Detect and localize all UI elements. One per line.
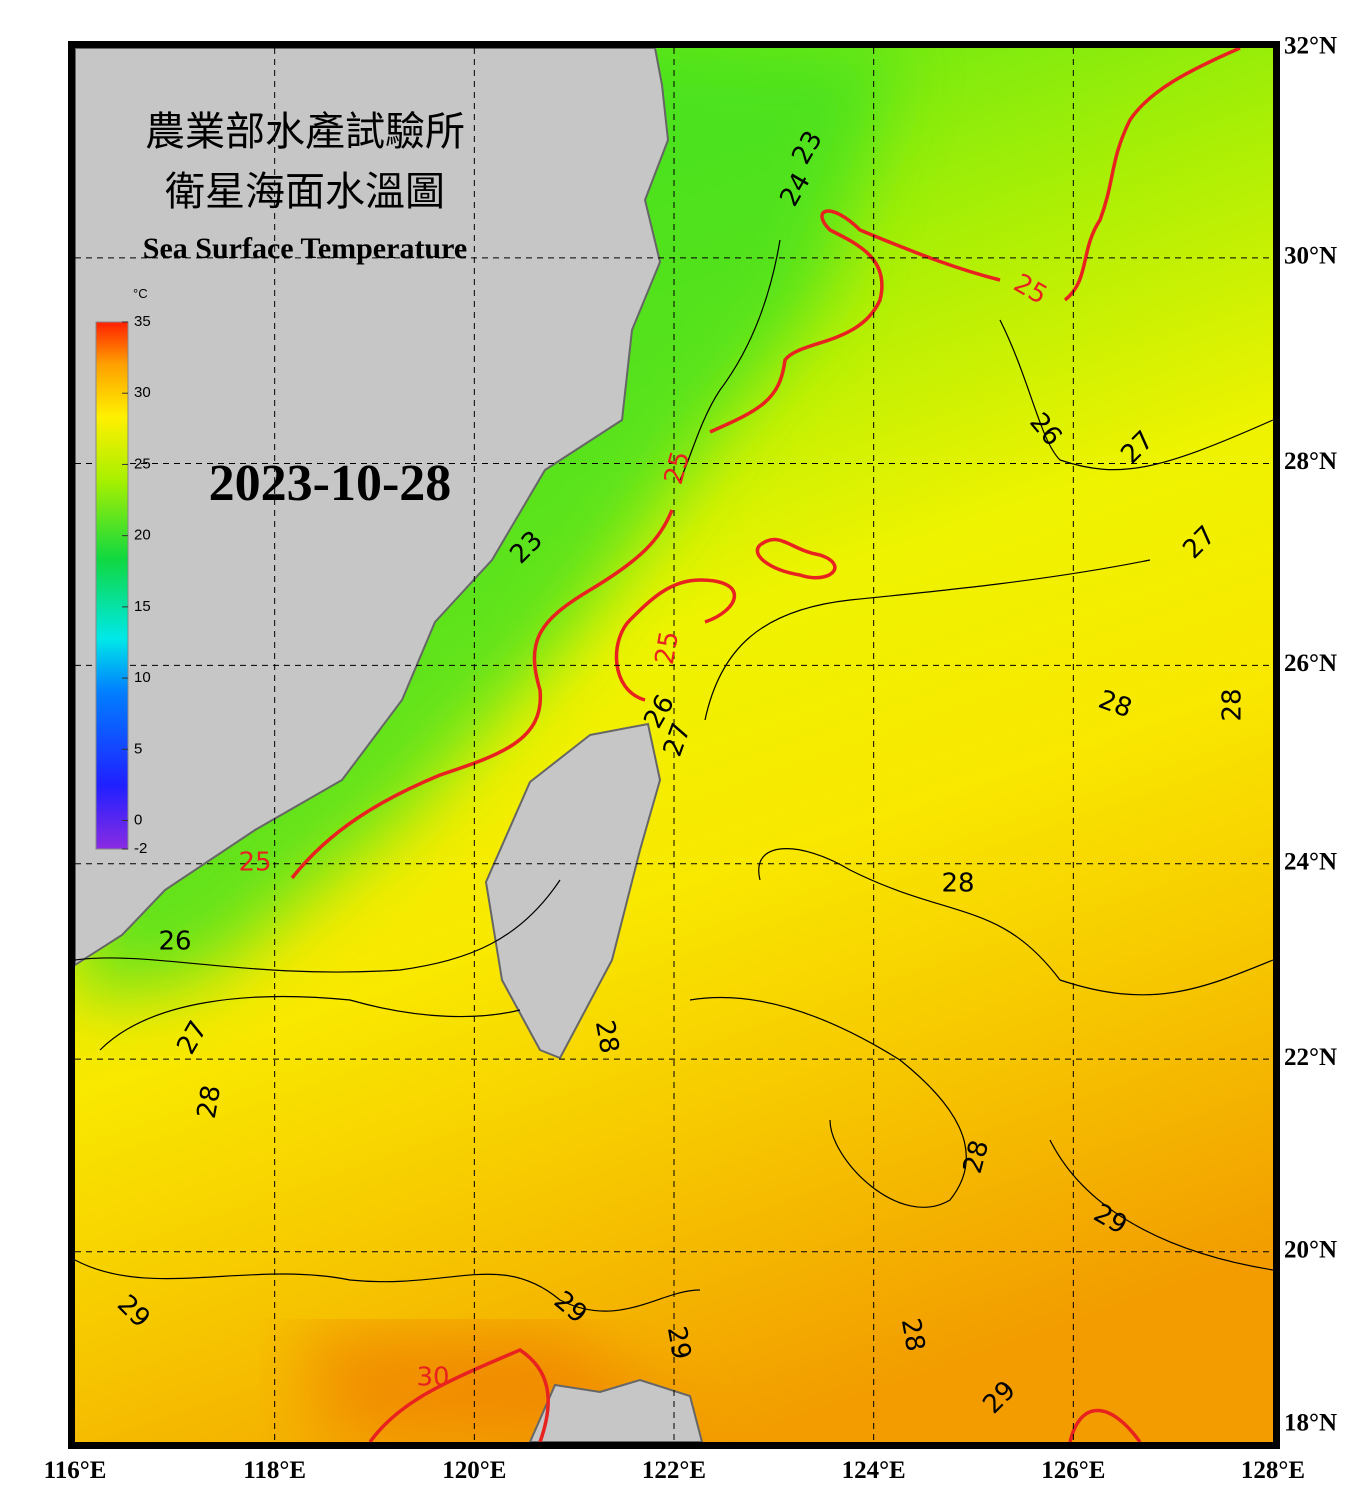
contour-label: 25 [238, 848, 271, 878]
contour-label: 28 [941, 869, 974, 899]
contour-label: 30 [416, 1363, 449, 1393]
date: 2023-10-28 [209, 455, 452, 512]
luzon [528, 1378, 704, 1442]
contour-label: 25 [650, 629, 685, 667]
lon-tick-label: 118°E [243, 1457, 306, 1484]
taiwan [484, 722, 662, 1060]
colorbar-tick-label: 0 [134, 811, 142, 828]
lat-tick-label: 20°N [1284, 1237, 1337, 1264]
colorbar-tick-label: 25 [134, 455, 151, 472]
colorbar [95, 321, 129, 850]
lat-tick-label: 22°N [1284, 1044, 1337, 1071]
colorbar-tick-label: 30 [134, 384, 151, 401]
lat-tick-label: 30°N [1284, 243, 1337, 270]
contour-label: 26 [158, 927, 191, 957]
graticule [75, 48, 1273, 1442]
title-line2: 衛星海面水溫圖 [165, 169, 445, 214]
major-contours [290, 48, 1241, 1442]
lat-tick-label: 24°N [1284, 848, 1337, 875]
lat-tick-label: 28°N [1284, 448, 1337, 475]
contour-label: 29 [661, 1324, 696, 1362]
china-land [75, 48, 670, 967]
lat-tick-label: 32°N [1284, 33, 1337, 60]
lon-tick-label: 116°E [44, 1457, 107, 1484]
colorbar-tick-label: 5 [134, 740, 142, 757]
lon-tick-label: 128°E [1241, 1457, 1305, 1484]
contour-label: 28 [1218, 688, 1248, 721]
contour-label: 28 [589, 1018, 624, 1056]
contour-label: 28 [192, 1083, 227, 1121]
subtitle: Sea Surface Temperature [143, 232, 467, 265]
colorbar-tick-label: 20 [134, 527, 151, 544]
colorbar-tick-label: 15 [134, 598, 151, 615]
lon-tick-label: 126°E [1041, 1457, 1105, 1484]
lon-tick-label: 122°E [642, 1457, 706, 1484]
lon-tick-label: 120°E [442, 1457, 506, 1484]
lon-tick-label: 124°E [842, 1457, 906, 1484]
colorbar-tick-label: -2 [134, 840, 147, 857]
title-line1: 農業部水產試驗所 [145, 109, 465, 154]
lat-tick-label: 26°N [1284, 650, 1337, 677]
colorbar-tick-label: 35 [134, 313, 151, 330]
colorbar-tick-label: 10 [134, 669, 151, 686]
minor-contours [75, 239, 1273, 1312]
lat-tick-label: 18°N [1284, 1410, 1337, 1437]
colorbar-unit: °C [133, 286, 148, 301]
contour-label: 28 [895, 1316, 930, 1354]
